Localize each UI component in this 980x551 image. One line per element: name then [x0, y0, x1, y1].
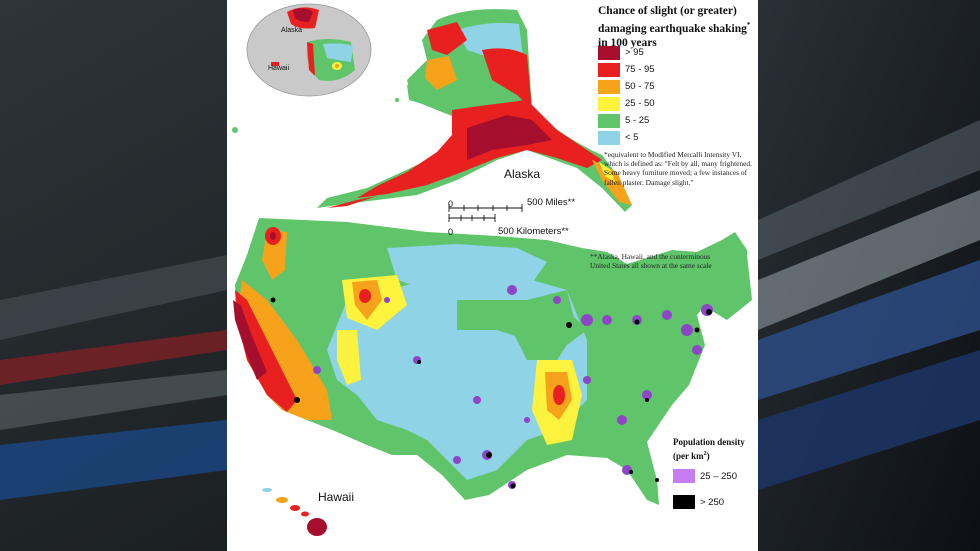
legend-label: < 5	[625, 132, 639, 143]
scalebar-miles-label: 500 Miles**	[527, 197, 576, 208]
legend-item: 5 - 25	[598, 112, 655, 129]
legend-swatch	[598, 130, 620, 145]
legend-swatch	[598, 62, 620, 77]
legend-label: 75 - 95	[625, 64, 655, 75]
legend-label: 5 - 25	[625, 115, 650, 126]
alaska-map	[232, 9, 632, 212]
legend-item: < 5	[598, 129, 655, 146]
scalebar	[448, 204, 523, 222]
map-graphic	[232, 3, 752, 536]
population-legend-title: Population density (per km2)	[673, 436, 758, 462]
hawaii-map	[262, 488, 327, 536]
conterminous-us-map	[233, 218, 752, 505]
population-swatch	[673, 495, 695, 509]
population-title-sup: 2	[703, 451, 707, 457]
globe-inset	[246, 3, 372, 97]
inset-hawaii-label: Hawaii	[268, 65, 290, 72]
legend-swatch	[598, 45, 620, 60]
legend-swatch	[598, 113, 620, 128]
scale-footnote: **Alaska, Hawaii, and the conterminous U…	[590, 252, 712, 271]
population-label: > 250	[700, 496, 725, 508]
legend-label: > 95	[625, 47, 644, 58]
legend-title-line2: damaging earthquake shaking	[598, 22, 747, 35]
population-swatch	[673, 469, 695, 483]
probability-legend: > 95 75 - 95 50 - 75 25 - 50 5 - 25 < 5	[598, 44, 655, 146]
legend-title-mark: *	[746, 21, 751, 29]
earthquake-hazard-map: Chance of slight (or greater) damaging e…	[227, 0, 758, 551]
legend-item: 25 - 50	[598, 95, 655, 112]
legend-item: > 95	[598, 44, 655, 61]
inset-alaska-label: Alaska	[281, 27, 303, 34]
population-title-line2: (per km	[673, 451, 704, 461]
legend-title: Chance of slight (or greater) damaging e…	[598, 4, 758, 50]
legend-item: 75 - 95	[598, 61, 655, 78]
population-title-line1: Population density	[673, 437, 745, 447]
population-legend-item: 25 – 250	[673, 463, 737, 489]
population-legend: 25 – 250 > 250	[673, 463, 737, 515]
legend-swatch	[598, 96, 620, 111]
scalebar-miles-zero: 0	[448, 199, 454, 209]
population-title-end: )	[706, 451, 710, 461]
population-label: 25 – 250	[700, 470, 737, 482]
legend-title-line1: Chance of slight (or greater)	[598, 5, 737, 17]
scalebar-km-zero: 0	[448, 227, 454, 237]
hawaii-label: Hawaii	[318, 490, 355, 504]
legend-label: 50 - 75	[625, 81, 655, 92]
legend-label: 25 - 50	[625, 98, 655, 109]
alaska-label: Alaska	[504, 167, 541, 181]
legend-item: 50 - 75	[598, 78, 655, 95]
scalebar-km-label: 500 Kilometers**	[498, 226, 569, 237]
mmi-footnote: *equivalent to Modified Mercalli Intensi…	[604, 150, 752, 187]
population-legend-item: > 250	[673, 489, 737, 515]
legend-swatch	[598, 79, 620, 94]
